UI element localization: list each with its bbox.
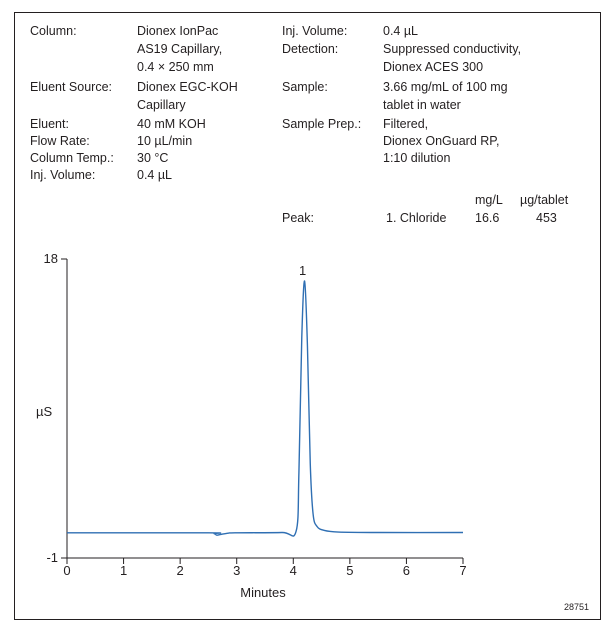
inj-volume-label: Inj. Volume: [30,168,96,182]
sample-value-line1: 3.66 mg/mL of 100 mg [383,80,508,94]
figure-id: 28751 [564,602,589,612]
peak-number-label: 1 [299,263,306,278]
detection-value-line1: Suppressed conductivity, [383,42,522,56]
chart-axes [61,258,464,564]
x-tick-label: 2 [177,563,184,578]
x-tick-label: 5 [346,563,353,578]
figure-frame [14,12,601,620]
flow-rate-label: Flow Rate: [30,134,90,148]
y-tick-label: 18 [44,251,58,266]
x-tick-label: 3 [233,563,240,578]
x-tick-label: 7 [459,563,466,578]
eluent-source-label: Eluent Source: [30,80,112,94]
detection-label: Detection: [282,42,339,56]
x-tick-label: 1 [120,563,127,578]
sample-value-line2: tablet in water [383,98,461,112]
column-value-line2: AS19 Capillary, [137,42,223,56]
eluent-label: Eluent: [30,117,69,131]
eluent-source-value-line2: Capillary [137,98,186,112]
y-tick-label: -1 [46,550,58,565]
peak-mgl-value: 16.6 [475,211,500,225]
peak-header-mgl: mg/L [475,193,503,207]
eluent-value: 40 mM KOH [137,117,206,131]
column-value-line1: Dionex IonPac [137,24,219,38]
peak-name: 1. Chloride [386,211,447,225]
chromatogram-trace [66,280,464,537]
chart-tick-labels: 0 1 2 3 4 5 6 7 18 -1 [44,251,467,578]
sample-label: Sample: [282,80,328,94]
sample-prep-label: Sample Prep.: [282,117,362,131]
peak-ug-value: 453 [536,211,557,225]
x-tick-label: 6 [403,563,410,578]
peak-header-ug-tablet: µg/tablet [520,193,569,207]
sample-prep-value-line3: 1:10 dilution [383,151,451,165]
chart-series [66,280,464,537]
x-tick-label: 4 [290,563,297,578]
detection-value-line2: Dionex ACES 300 [383,60,484,74]
column-value-line3: 0.4 × 250 mm [137,60,214,74]
y-axis-label: µS [36,404,52,419]
x-tick-label: 0 [63,563,70,578]
inj-volume-value: 0.4 µL [137,168,173,182]
flow-rate-value: 10 µL/min [137,134,193,148]
inj-volume-value-right: 0.4 µL [383,24,419,38]
x-axis-label: Minutes [240,585,286,600]
column-label: Column: [30,24,77,38]
peak-label: Peak: [282,211,314,225]
sample-prep-value-line1: Filtered, [383,117,429,131]
column-temp-value: 30 °C [137,151,169,165]
inj-volume-label-right: Inj. Volume: [282,24,348,38]
chart-peak-labels: 1 [299,263,306,278]
column-temp-label: Column Temp.: [30,151,114,165]
eluent-source-value-line1: Dionex EGC-KOH [137,80,238,94]
sample-prep-value-line2: Dionex OnGuard RP, [383,134,500,148]
